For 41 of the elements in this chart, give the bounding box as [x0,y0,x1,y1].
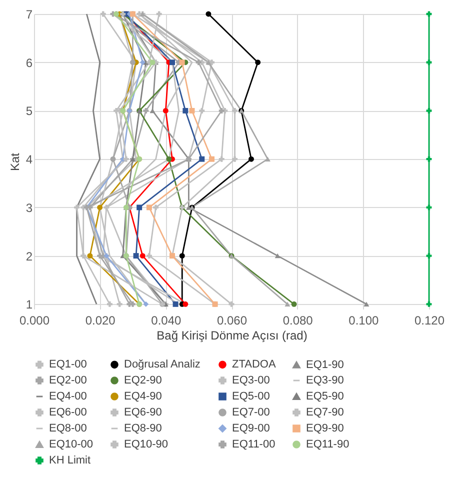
legend-label: EQ9-00 [232,422,270,434]
legend-label: EQ8-00 [49,422,87,434]
y-axis-title: Kat [8,152,22,172]
legend-label: EQ1-00 [49,358,87,371]
y-tick-label: 3 [26,200,33,215]
y-tick-label: 6 [26,56,33,70]
legend-label: EQ11-90 [306,438,350,450]
legend-label: EQ3-90 [306,374,344,386]
x-tick-label: 0.060 [216,314,248,328]
legend-label: EQ1-90 [306,358,344,371]
x-tick-label: 0.000 [19,314,50,328]
legend-label: EQ10-90 [124,438,168,450]
y-tick-label: 4 [26,152,33,167]
y-tick-label: 5 [26,104,33,118]
x-tick-label: 0.020 [85,314,116,328]
legend-label: EQ5-90 [306,390,344,402]
legend-label: Doğrusal Analiz [124,358,200,371]
legend-label: EQ3-00 [232,374,270,386]
legend-label: EQ5-00 [232,390,270,402]
legend-label: EQ2-90 [124,374,162,386]
legend-label: EQ4-00 [49,390,87,402]
legend-label: EQ9-90 [306,422,344,434]
legend-label: EQ7-00 [232,406,270,418]
y-tick-label: 1 [26,298,33,312]
legend-label: EQ2-00 [49,374,87,386]
x-tick-label: 0.120 [414,314,445,328]
legend-label: EQ7-90 [306,406,344,418]
legend-label: EQ6-00 [49,406,87,418]
x-axis-title: Bağ Kirişi Dönme Açısı (rad) [156,328,308,342]
legend-label: EQ6-90 [124,406,162,418]
legend-label: ZTADOA [232,358,276,371]
legend-label: KH Limit [49,454,91,466]
x-tick-label: 0.080 [282,314,314,328]
legend-label: EQ8-90 [124,422,162,434]
x-tick-label: 0.040 [151,314,182,328]
y-tick-label: 7 [26,8,33,22]
legend-label: EQ10-00 [49,438,94,450]
y-tick-label: 2 [26,249,33,264]
legend-label: EQ4-90 [124,390,162,402]
legend-label: EQ11-00 [232,438,276,450]
x-tick-label: 0.100 [348,314,380,328]
